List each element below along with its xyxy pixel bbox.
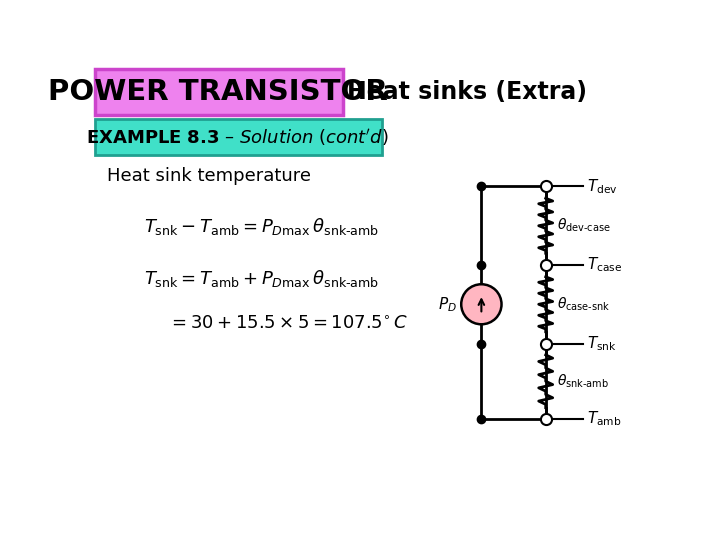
Text: $\theta_{\rm snk\text{-}amb}$: $\theta_{\rm snk\text{-}amb}$ [557, 373, 608, 390]
Text: $T_{\mathrm{snk}} = T_{\mathrm{amb}} + P_{D\mathrm{max}}\,\theta_{\mathrm{snk\te: $T_{\mathrm{snk}} = T_{\mathrm{amb}} + P… [144, 268, 379, 289]
FancyBboxPatch shape [96, 69, 343, 115]
Text: $\theta_{\rm case\text{-}snk}$: $\theta_{\rm case\text{-}snk}$ [557, 295, 610, 313]
Text: POWER TRANSISTOR: POWER TRANSISTOR [48, 78, 388, 106]
Text: $\mathbf{EXAMPLE\ 8.3\ \endash}$ $\mathit{Solution}$ $(\mathit{cont'd})$: $\mathbf{EXAMPLE\ 8.3\ \endash}$ $\mathi… [86, 127, 389, 147]
Text: Heat sinks (Extra): Heat sinks (Extra) [347, 80, 588, 104]
FancyBboxPatch shape [96, 119, 382, 155]
Text: $T_{\mathrm{snk}} - T_{\mathrm{amb}} = P_{D\mathrm{max}}\,\theta_{\mathrm{snk\te: $T_{\mathrm{snk}} - T_{\mathrm{amb}} = P… [144, 216, 379, 237]
Text: $T_{\rm dev}$: $T_{\rm dev}$ [587, 177, 618, 196]
Text: $T_{\rm amb}$: $T_{\rm amb}$ [587, 410, 621, 428]
Text: $\theta_{\rm dev\text{-}case}$: $\theta_{\rm dev\text{-}case}$ [557, 217, 611, 234]
Text: $T_{\rm case}$: $T_{\rm case}$ [587, 255, 622, 274]
Text: Heat sink temperature: Heat sink temperature [107, 167, 311, 185]
Text: $P_D$: $P_D$ [438, 295, 456, 314]
Text: $= 30 + 15.5 \times 5 = 107.5^{\circ}\,C$: $= 30 + 15.5 \times 5 = 107.5^{\circ}\,C… [168, 314, 408, 333]
Text: $T_{\rm snk}$: $T_{\rm snk}$ [587, 334, 616, 353]
Circle shape [462, 284, 502, 325]
